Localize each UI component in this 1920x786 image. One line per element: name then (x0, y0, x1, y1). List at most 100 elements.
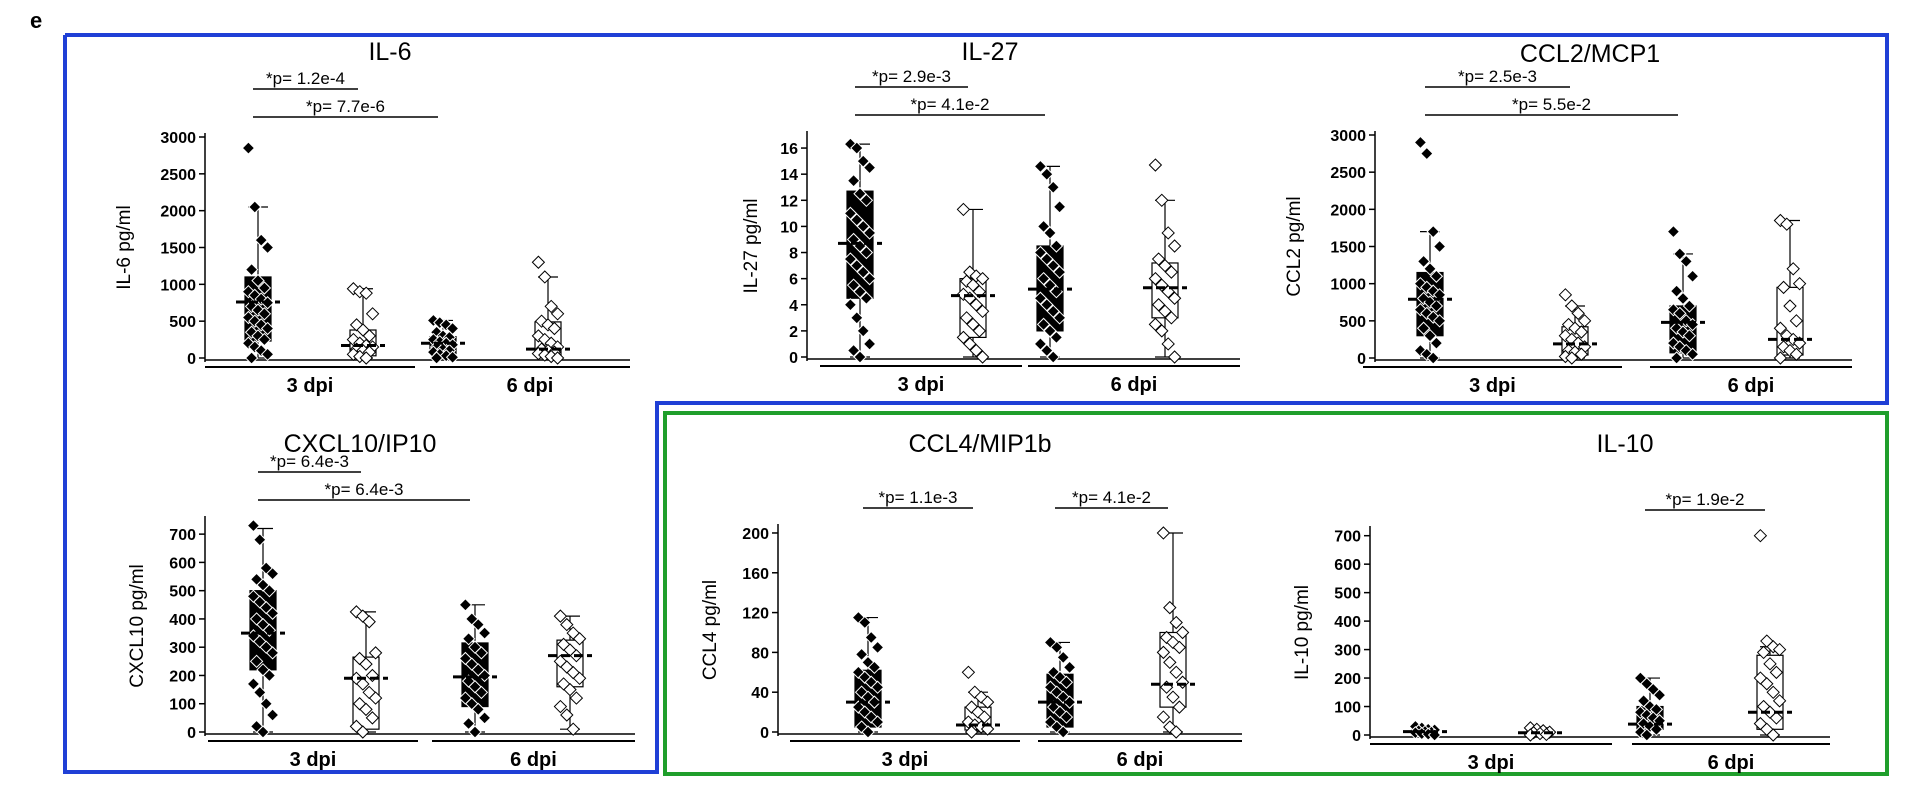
y-tick-label: 0 (760, 725, 769, 742)
y-tick-label: 120 (742, 606, 769, 623)
data-point (1426, 351, 1440, 365)
group-label: 3 dpi (898, 374, 945, 396)
chart-panel-4: CXCL10/IP10 0 100 200 300 400 500 600 700 CXCL10 … (127, 430, 635, 771)
data-point (1565, 351, 1579, 365)
y-axis-label: IL-27 pg/ml (741, 198, 762, 293)
group-label: 3 dpi (1469, 375, 1516, 397)
data-point (359, 657, 373, 671)
data-point (1166, 690, 1180, 704)
box-series-2 (1553, 288, 1597, 365)
chart-title: CCL4/MIP1b (908, 430, 1051, 458)
data-point (547, 321, 562, 336)
data-point (445, 350, 460, 364)
box-series-4 (1768, 213, 1812, 365)
box-series-4 (1151, 526, 1195, 739)
data-point (249, 654, 264, 669)
data-point (862, 160, 877, 175)
y-tick-label: 2000 (1330, 202, 1366, 219)
box-series-2 (951, 202, 995, 364)
data-point (253, 533, 267, 547)
data-point (477, 626, 492, 640)
data-point (1056, 650, 1070, 665)
data-point (1682, 299, 1697, 313)
y-tick-label: 600 (1334, 557, 1361, 574)
data-point (1156, 645, 1171, 660)
data-point (254, 233, 268, 247)
y-tick-label: 700 (1334, 529, 1361, 546)
data-point (538, 270, 552, 284)
box-series-1 (236, 141, 280, 365)
data-point (1052, 311, 1067, 325)
group-label: 3 dpi (290, 749, 337, 771)
data-point (1766, 728, 1780, 742)
data-point (1169, 665, 1183, 679)
data-point (963, 337, 977, 351)
data-point (853, 187, 867, 201)
box-series-4 (526, 255, 570, 365)
y-tick-label: 1000 (160, 277, 196, 294)
data-point (1148, 317, 1163, 332)
data-point (862, 226, 877, 240)
group-label: 3 dpi (882, 749, 929, 771)
data-point (1432, 239, 1447, 254)
data-point (975, 271, 990, 286)
data-point (1423, 262, 1437, 276)
data-point (861, 725, 875, 739)
data-point (870, 680, 885, 694)
data-point (241, 141, 256, 155)
data-point (862, 271, 877, 286)
data-point (1052, 200, 1067, 214)
data-point (1158, 304, 1172, 319)
data-point (1046, 258, 1060, 273)
y-tick-label: 16 (780, 141, 798, 158)
data-point (259, 697, 273, 711)
data-point (246, 518, 261, 533)
y-tick-label: 600 (169, 555, 196, 572)
data-point (843, 298, 858, 312)
data-point (474, 685, 489, 700)
data-point (853, 284, 867, 299)
data-point (975, 304, 990, 319)
data-point (1673, 247, 1687, 261)
data-point (1429, 299, 1444, 313)
data-point (1043, 226, 1057, 240)
data-point (1574, 325, 1589, 339)
data-point (1772, 642, 1787, 657)
data-point (569, 691, 584, 705)
data-point (961, 665, 976, 679)
chart-title: CXCL10/IP10 (284, 430, 437, 458)
box-series-3 (421, 313, 465, 365)
data-point (1776, 280, 1791, 295)
data-point (1769, 711, 1784, 725)
inflammatory-cytokines-frame (63, 33, 1889, 774)
box-series-3 (1661, 224, 1705, 365)
data-point (265, 708, 280, 722)
data-point (461, 716, 476, 731)
data-point (368, 646, 383, 660)
data-point (858, 615, 872, 630)
data-point (1773, 321, 1788, 335)
box-series-3 (1038, 635, 1082, 739)
y-tick-label: 0 (789, 350, 798, 367)
data-point (864, 630, 878, 645)
box-series-2 (956, 665, 1000, 739)
y-tick-label: 700 (169, 527, 196, 544)
data-point (1676, 291, 1690, 306)
regulatory-cytokines-frame (663, 411, 1889, 776)
data-point (1685, 269, 1700, 283)
data-point (1156, 526, 1171, 540)
data-point (1685, 347, 1700, 361)
box-series-1 (1403, 719, 1447, 742)
data-point (1046, 304, 1060, 319)
chart-panel-3: CCL2/MCP1 0 500 1000 1500 2000 2500 3000 CCL2 pg… (1284, 40, 1852, 397)
data-point (1429, 269, 1444, 283)
chart-title: CCL2/MCP1 (1520, 40, 1660, 68)
p-value-label: *p= 5.5e-2 (1512, 95, 1591, 114)
data-point (1429, 336, 1444, 350)
data-point (969, 343, 983, 358)
y-tick-label: 400 (1334, 614, 1361, 631)
chart-title: IL-6 (368, 38, 411, 66)
box-series-4 (548, 609, 592, 736)
data-point (265, 606, 280, 620)
